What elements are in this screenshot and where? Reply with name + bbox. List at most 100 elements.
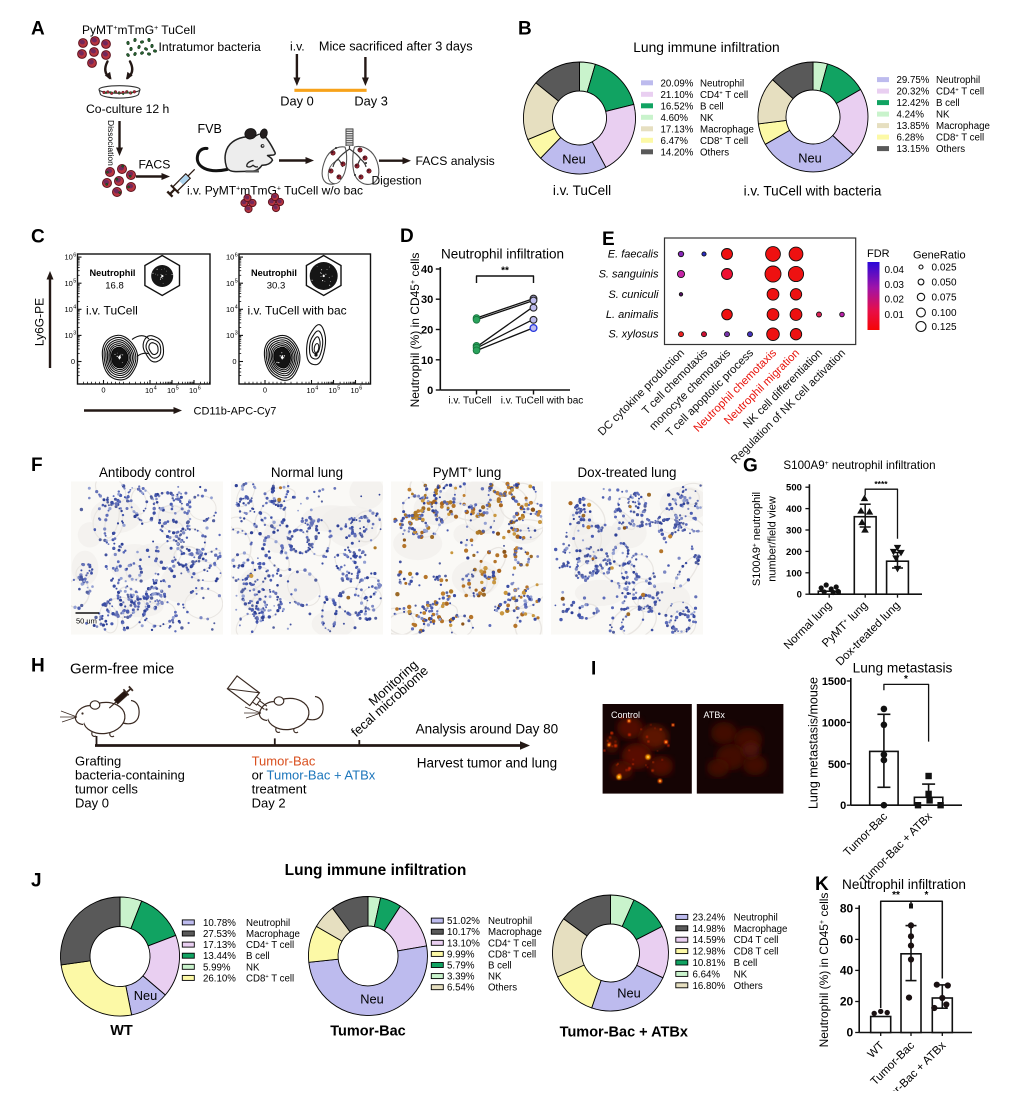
svg-text:40: 40 (840, 963, 854, 977)
svg-text:500: 500 (828, 759, 846, 771)
svg-text:Control: Control (611, 710, 640, 720)
svg-text:E: E (602, 229, 615, 250)
svg-text:Neutrophil: Neutrophil (700, 78, 744, 89)
svg-text:F: F (31, 455, 43, 476)
svg-text:0.075: 0.075 (932, 293, 957, 304)
svg-text:0.04: 0.04 (885, 265, 905, 276)
svg-text:NK: NK (700, 113, 714, 124)
svg-text:S100A9+ neutrophil: S100A9+ neutrophil (751, 492, 763, 586)
svg-text:30: 30 (421, 294, 433, 306)
svg-text:0.050: 0.050 (932, 278, 957, 289)
svg-text:13.44%: 13.44% (203, 951, 236, 962)
svg-text:Neutrophil: Neutrophil (246, 918, 290, 929)
svg-text:60: 60 (840, 932, 854, 946)
svg-text:5: 5 (337, 386, 340, 392)
svg-text:12.42%: 12.42% (897, 98, 930, 109)
svg-text:0.01: 0.01 (885, 310, 905, 321)
svg-text:****: **** (874, 479, 888, 489)
svg-text:CD4 T cell: CD4 T cell (734, 935, 779, 946)
svg-text:20.09%: 20.09% (661, 78, 694, 89)
svg-text:6: 6 (359, 386, 362, 392)
svg-text:Dissociation: Dissociation (106, 120, 116, 166)
svg-text:CD4+ T cell: CD4+ T cell (488, 938, 536, 949)
svg-text:i.v. TuCell: i.v. TuCell (86, 304, 138, 318)
svg-text:6: 6 (198, 386, 201, 392)
svg-text:NK: NK (488, 972, 502, 983)
svg-text:4: 4 (315, 386, 318, 392)
svg-text:10: 10 (226, 253, 234, 262)
svg-text:CD4+ T cell: CD4+ T cell (700, 90, 748, 101)
svg-text:Macrophage: Macrophage (700, 124, 754, 135)
svg-text:5.99%: 5.99% (203, 962, 231, 973)
svg-text:FDR: FDR (867, 248, 890, 260)
svg-text:23.24%: 23.24% (693, 912, 726, 923)
svg-text:10: 10 (226, 279, 234, 288)
svg-text:10: 10 (64, 253, 72, 262)
svg-text:E. faecalis: E. faecalis (608, 249, 659, 261)
svg-text:Others: Others (734, 981, 763, 992)
svg-text:30.3: 30.3 (267, 281, 286, 292)
svg-text:J: J (31, 871, 42, 892)
svg-text:CD8+ T cell: CD8+ T cell (936, 133, 984, 144)
svg-text:Neutrophil: Neutrophil (734, 912, 778, 923)
svg-text:Antibody control: Antibody control (99, 465, 195, 480)
svg-text:ATBx: ATBx (704, 710, 726, 720)
svg-text:B cell: B cell (700, 101, 724, 112)
svg-text:26.10%: 26.10% (203, 973, 236, 984)
svg-text:17.13%: 17.13% (661, 124, 694, 135)
svg-text:400: 400 (786, 504, 802, 515)
svg-text:10: 10 (306, 386, 314, 395)
svg-text:Analysis around Day 80: Analysis around Day 80 (416, 722, 559, 737)
svg-text:Lung immune infiltration: Lung immune infiltration (633, 40, 779, 55)
svg-text:17.13%: 17.13% (203, 940, 236, 951)
svg-text:10: 10 (421, 355, 433, 367)
svg-text:6.64%: 6.64% (693, 969, 721, 980)
svg-text:10: 10 (145, 386, 153, 395)
svg-text:20: 20 (421, 325, 433, 337)
svg-text:Tumor-Bac: Tumor-Bac (330, 1024, 405, 1040)
svg-text:13.10%: 13.10% (447, 938, 480, 949)
svg-text:i.v. TuCell with bacteria: i.v. TuCell with bacteria (744, 184, 882, 199)
svg-text:80: 80 (840, 901, 854, 915)
svg-text:Neu: Neu (617, 986, 640, 1001)
svg-text:i.v. TuCell: i.v. TuCell (553, 183, 611, 198)
svg-text:GeneRatio: GeneRatio (913, 250, 966, 262)
svg-text:Neu: Neu (360, 992, 383, 1007)
svg-text:0.03: 0.03 (885, 280, 905, 291)
svg-text:i.v. PyMT+mTmG+ TuCell w/o bac: i.v. PyMT+mTmG+ TuCell w/o bac (187, 184, 363, 198)
svg-text:CD8 T cell: CD8 T cell (734, 947, 779, 958)
svg-text:Day 2: Day 2 (252, 796, 286, 811)
svg-text:**: ** (501, 266, 509, 277)
svg-text:500: 500 (786, 483, 802, 494)
svg-text:13.85%: 13.85% (897, 121, 930, 132)
svg-text:bacteria-containing: bacteria-containing (75, 768, 185, 783)
svg-text:14.59%: 14.59% (693, 935, 726, 946)
svg-text:Others: Others (488, 983, 517, 994)
svg-text:Neutrophil: Neutrophil (90, 268, 136, 278)
svg-text:Neu: Neu (562, 152, 585, 167)
svg-text:0: 0 (71, 357, 75, 366)
svg-text:4.60%: 4.60% (661, 113, 689, 124)
svg-text:Macrophage: Macrophage (734, 924, 788, 935)
svg-text:13.15%: 13.15% (897, 144, 930, 155)
svg-text:Day 3: Day 3 (354, 94, 387, 109)
svg-text:10: 10 (64, 331, 72, 340)
svg-text:Macrophage: Macrophage (936, 121, 990, 132)
svg-text:27.53%: 27.53% (203, 929, 236, 940)
svg-text:Macrophage: Macrophage (488, 927, 542, 938)
svg-text:1500: 1500 (822, 676, 846, 688)
svg-text:0: 0 (847, 1026, 854, 1040)
svg-text:0: 0 (232, 357, 236, 366)
svg-text:FVB: FVB (198, 122, 222, 136)
svg-text:10.78%: 10.78% (203, 918, 236, 929)
svg-text:29.75%: 29.75% (897, 75, 930, 86)
svg-text:20.32%: 20.32% (897, 87, 930, 98)
svg-text:CD4+ T cell: CD4+ T cell (936, 87, 984, 98)
svg-text:Neutrophil infiltration: Neutrophil infiltration (441, 247, 564, 262)
svg-text:NK: NK (936, 110, 950, 121)
svg-text:0.02: 0.02 (885, 295, 905, 306)
svg-text:6.54%: 6.54% (447, 983, 475, 994)
svg-text:Lung metastasis: Lung metastasis (853, 661, 953, 676)
svg-text:10: 10 (167, 386, 175, 395)
svg-text:Neu: Neu (798, 151, 821, 166)
